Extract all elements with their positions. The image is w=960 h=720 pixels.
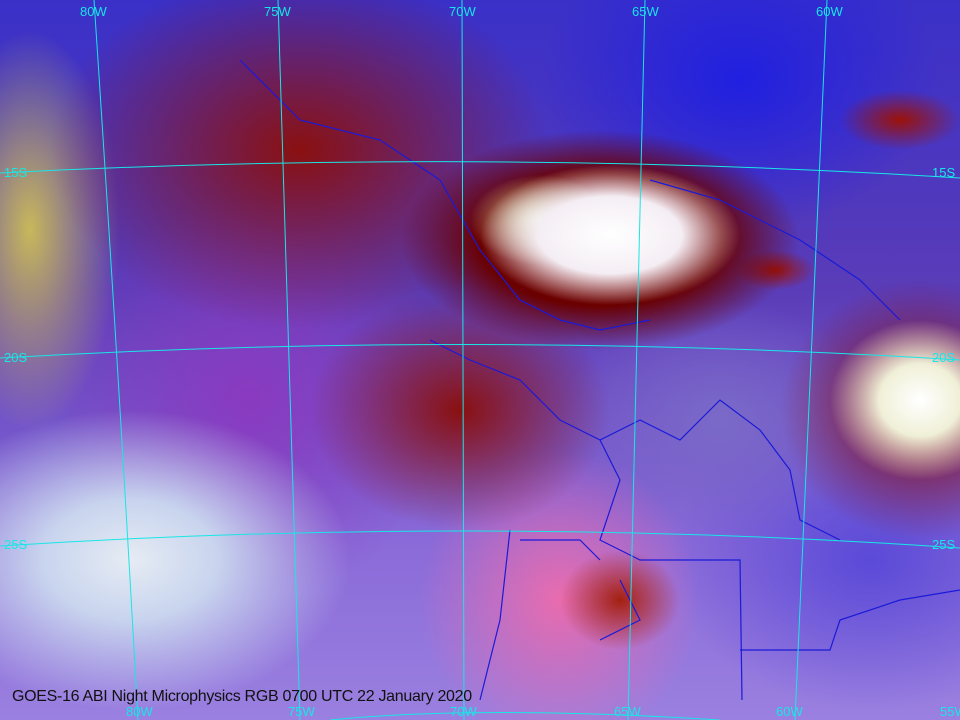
lat-label-left: 20S: [4, 350, 27, 365]
lon-label-bottom: 65W: [614, 704, 641, 719]
parallel-30s: [329, 712, 721, 720]
lat-label-right: 15S: [932, 165, 955, 180]
meridian-60w: [794, 0, 828, 720]
parallel-20s: [0, 343, 960, 361]
lat-label-left: 15S: [4, 165, 27, 180]
lon-label-top: 65W: [632, 4, 659, 19]
meridian-70w: [461, 0, 465, 720]
lon-label-bottom: 80W: [126, 704, 153, 719]
lat-label-left: 25S: [4, 537, 27, 552]
lat-label-right: 25S: [932, 537, 955, 552]
meridian-65w: [627, 0, 646, 720]
lon-label-top: 75W: [264, 4, 291, 19]
lat-label-right: 20S: [932, 350, 955, 365]
lon-label-bottom: 60W: [776, 704, 803, 719]
lon-label-top: 70W: [449, 4, 476, 19]
lon-label-top: 80W: [80, 4, 107, 19]
lon-label-bottom: 70W: [450, 704, 477, 719]
image-caption: GOES-16 ABI Night Microphysics RGB 0700 …: [12, 688, 472, 705]
parallel-15s: [0, 161, 960, 179]
meridian-80w: [93, 0, 139, 720]
lon-label-bottom: 75W: [288, 704, 315, 719]
lon-label-top: 60W: [816, 4, 843, 19]
meridian-75w: [277, 0, 301, 720]
parallel-25s: [0, 530, 960, 549]
political-borders: [239, 59, 960, 701]
lon-label-bottom: 55W: [940, 704, 960, 719]
